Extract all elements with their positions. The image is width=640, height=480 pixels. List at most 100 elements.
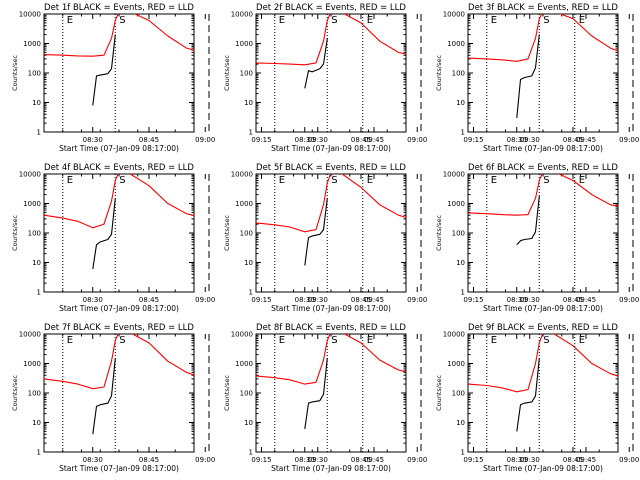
panel-title: Det 7f BLACK = Events, RED = LLD [44, 323, 194, 333]
y-tick-label: 10 [244, 419, 253, 427]
y-axis-label: Counts/sec [11, 215, 19, 251]
series-events-line [304, 358, 328, 430]
marker-label: E [367, 175, 373, 186]
x-tick-label: 09:45 [576, 136, 596, 144]
x-axis-label: Start Time (07-Jan-09 08:17:00) [271, 144, 391, 153]
x-tick-label: 08:45 [563, 136, 583, 144]
panel-title: Det 9f BLACK = Events, RED = LLD [468, 323, 618, 333]
y-tick-label: 1 [37, 289, 41, 297]
series-events-line [516, 34, 540, 118]
x-tick-label: 09:15 [463, 136, 483, 144]
y-tick-label: 10000 [443, 331, 465, 339]
marker-label: E [279, 175, 285, 186]
y-tick-label: 1 [461, 289, 465, 297]
panel-2: Det 2f BLACK = Events, RED = LLD11010010… [223, 3, 596, 153]
plot-frame [255, 173, 407, 293]
y-tick-label: 1 [461, 449, 465, 457]
marker-label: S [331, 175, 337, 186]
panel-9: Det 9f BLACK = Events, RED = LLD 1 10 100 10… [435, 323, 639, 473]
y-tick-label: 1 [249, 289, 253, 297]
marker-label: E [367, 335, 373, 346]
y-tick-label: 10 [32, 99, 41, 107]
y-tick-label: 1000 [235, 200, 253, 208]
marker-label: E [579, 175, 585, 186]
x-tick-label: 09:30 [520, 136, 540, 144]
plot-frame [467, 333, 619, 453]
x-tick-label: 08:30 [507, 456, 527, 464]
y-tick-label: 100 [452, 390, 465, 398]
x-tick-label: 09:45 [576, 456, 596, 464]
x-axis-label: Start Time (07-Jan-09 08:17:00) [483, 304, 603, 313]
x-tick-label: 09:00 [619, 136, 639, 144]
y-tick-label: 1000 [23, 360, 41, 368]
plot-frame [255, 333, 407, 453]
y-axis-label: Counts/sec [11, 55, 19, 91]
y-tick-label: 10000 [231, 331, 253, 339]
panel-title: Det 3f BLACK = Events, RED = LLD [468, 3, 618, 13]
panel-5: Det 5f BLACK = Events, RED = LLD11010010… [223, 163, 596, 313]
series-lld-line [44, 174, 194, 229]
plot-frame [255, 13, 407, 133]
x-tick-label: 09:00 [619, 456, 639, 464]
series-events-line [92, 358, 116, 435]
plot-frame [467, 173, 619, 293]
plot-frame [43, 333, 195, 453]
x-tick-label: 09:45 [364, 136, 384, 144]
y-tick-label: 10000 [19, 171, 41, 179]
y-tick-label: 1000 [23, 200, 41, 208]
panel-8: Det 8f BLACK = Events, RED = LLD11010010… [223, 323, 596, 473]
y-tick-label: 1000 [447, 40, 465, 48]
x-axis-label: Start Time (07-Jan-09 08:17:00) [483, 464, 603, 473]
y-axis-label: Counts/sec [435, 375, 443, 411]
x-tick-label: 09:15 [463, 296, 483, 304]
x-tick-label: 08:30 [507, 296, 527, 304]
marker-label: S [119, 335, 125, 346]
y-tick-label: 10 [244, 99, 253, 107]
panel-title: Det 5f BLACK = Events, RED = LLD [256, 163, 406, 173]
panel-title: Det 1f BLACK = Events, RED = LLD [44, 3, 194, 13]
x-tick-label: 09:00 [195, 296, 215, 304]
marker-label: S [543, 175, 549, 186]
series-events-line [304, 38, 328, 89]
x-tick-label: 09:15 [251, 296, 271, 304]
y-tick-label: 1000 [235, 360, 253, 368]
x-axis-label: Start Time (07-Jan-09 08:17:00) [59, 464, 179, 473]
marker-label: S [331, 335, 337, 346]
y-tick-label: 1 [249, 129, 253, 137]
x-tick-label: 09:30 [520, 456, 540, 464]
marker-label: S [543, 335, 549, 346]
x-tick-label: 09:00 [195, 456, 215, 464]
series-lld-line [44, 334, 194, 390]
x-tick-label: 08:45 [139, 136, 159, 144]
y-tick-label: 1000 [235, 40, 253, 48]
marker-label: E [67, 15, 73, 26]
x-tick-label: 08:45 [351, 136, 371, 144]
x-tick-label: 08:30 [83, 456, 103, 464]
panel-7: Det 7f BLACK = Events, RED = LLD11010010… [11, 323, 384, 473]
series-lld-line [468, 174, 618, 216]
y-tick-label: 1000 [23, 40, 41, 48]
marker-label: S [331, 15, 337, 26]
y-tick-label: 10000 [19, 331, 41, 339]
x-tick-label: 09:30 [308, 456, 328, 464]
series-events-line [304, 198, 328, 266]
x-tick-label: 09:15 [251, 456, 271, 464]
y-tick-label: 10 [456, 419, 465, 427]
panel-title: Det 6f BLACK = Events, RED = LLD [468, 163, 618, 173]
y-tick-label: 100 [240, 230, 253, 238]
panel-title: Det 4f BLACK = Events, RED = LLD [44, 163, 194, 173]
x-tick-label: 08:30 [83, 136, 103, 144]
series-lld-line [256, 174, 406, 233]
marker-label: E [279, 15, 285, 26]
y-tick-label: 100 [28, 70, 41, 78]
series-lld-line [256, 334, 406, 385]
y-tick-label: 10 [456, 259, 465, 267]
y-tick-label: 100 [240, 70, 253, 78]
x-tick-label: 08:45 [351, 456, 371, 464]
x-axis-label: Start Time (07-Jan-09 08:17:00) [271, 464, 391, 473]
x-tick-label: 08:45 [351, 296, 371, 304]
y-tick-label: 1 [249, 449, 253, 457]
plot-frame [467, 13, 619, 133]
y-axis-label: Counts/sec [223, 215, 231, 251]
